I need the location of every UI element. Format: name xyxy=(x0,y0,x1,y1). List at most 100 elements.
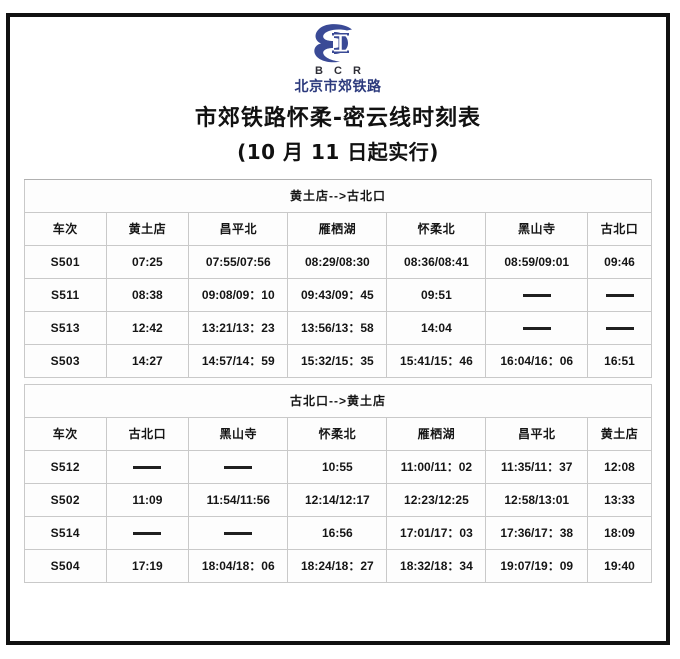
poster-inner: B C R 北京市郊铁路 市郊铁路怀柔-密云线时刻表 (10 月 11 日起实行… xyxy=(10,17,666,641)
column-header-train-no: 车次 xyxy=(24,211,107,246)
schedule-time-cell: 08:29/08:30 xyxy=(287,244,388,279)
schedule-time-cell: 13:56/13：58 xyxy=(287,310,388,345)
column-header-station: 昌平北 xyxy=(485,416,588,451)
schedule-time-cell: 10:55 xyxy=(287,449,388,484)
section-heading-row: 古北口-->黄土店 xyxy=(24,383,652,418)
table-gap xyxy=(25,377,652,384)
timetables: 黄土店-->古北口 车次 黄土店 昌平北 雁栖湖 怀柔北 黑山寺 古北口 S501 07:25 07… xyxy=(18,178,658,583)
no-service-dash-icon xyxy=(522,294,551,298)
column-header-train-no: 车次 xyxy=(24,416,107,451)
page-subtitle: (10 月 11 日起实行) xyxy=(237,139,439,164)
page-title: 市郊铁路怀柔-密云线时刻表 xyxy=(194,106,482,132)
brand-abbreviation: B C R xyxy=(315,65,365,77)
schedule-time-cell: 18:09 xyxy=(587,515,652,550)
no-service-dash-icon xyxy=(224,466,253,470)
schedule-time-cell: 18:04/18：06 xyxy=(188,548,289,583)
table-row: S503 14:27 14:57/14：59 15:32/15：35 15:41/15：… xyxy=(24,343,652,378)
schedule-time-cell: 14:04 xyxy=(386,310,487,345)
schedule-time-cell: 08:36/08:41 xyxy=(386,244,487,279)
train-number-cell: S511 xyxy=(24,277,107,312)
schedule-time-cell: 14:27 xyxy=(105,343,190,378)
no-service-dash-icon xyxy=(133,532,162,536)
no-service-dash-icon xyxy=(605,294,634,298)
column-header-station: 黄土店 xyxy=(587,416,652,451)
schedule-time-cell: 07:55/07:56 xyxy=(188,244,289,279)
no-service-dash-icon xyxy=(605,327,634,331)
schedule-time-cell: 16:51 xyxy=(587,343,652,378)
column-header-station: 昌平北 xyxy=(188,211,289,246)
column-header-row: 车次 古北口 黑山寺 怀柔北 雁栖湖 昌平北 黄土店 xyxy=(24,416,652,451)
brand-name-cn: 北京市郊铁路 xyxy=(294,79,382,95)
no-service-dash-icon xyxy=(522,327,551,331)
train-number-cell: S514 xyxy=(24,515,107,550)
no-service-cell xyxy=(188,515,289,550)
schedule-time-cell: 14:57/14：59 xyxy=(188,343,289,378)
schedule-time-cell: 12:42 xyxy=(105,310,190,345)
no-service-dash-icon xyxy=(133,466,162,470)
bcr-railway-logo-icon xyxy=(314,24,352,63)
column-header-station: 古北口 xyxy=(587,211,652,246)
train-number-cell: S504 xyxy=(24,548,107,583)
schedule-time-cell: 13:21/13：23 xyxy=(188,310,289,345)
section-heading-row: 黄土店-->古北口 xyxy=(24,178,652,213)
column-header-station: 古北口 xyxy=(105,416,190,451)
no-service-dash-icon xyxy=(224,532,253,536)
schedule-time-cell: 19:40 xyxy=(587,548,652,583)
schedule-time-cell: 17:19 xyxy=(105,548,190,583)
schedule-time-cell: 12:08 xyxy=(587,449,652,484)
schedule-time-cell: 15:32/15：35 xyxy=(287,343,388,378)
no-service-cell xyxy=(587,310,652,345)
schedule-time-cell: 18:24/18：27 xyxy=(287,548,388,583)
column-header-station: 雁栖湖 xyxy=(287,211,388,246)
table-row: S504 17:19 18:04/18：06 18:24/18：27 18:32/18：… xyxy=(24,548,652,583)
no-service-cell xyxy=(485,310,588,345)
table-gap-row xyxy=(25,377,652,384)
schedule-time-cell: 13:33 xyxy=(587,482,652,517)
schedule-time-cell: 09:46 xyxy=(587,244,652,279)
schedule-time-cell: 09:08/09：10 xyxy=(188,277,289,312)
schedule-time-cell: 18:32/18：34 xyxy=(386,548,487,583)
table-row: S502 11:09 11:54/11:56 12:14/12:17 12:23/12:… xyxy=(24,482,652,517)
column-header-station: 雁栖湖 xyxy=(386,416,487,451)
no-service-cell xyxy=(188,449,289,484)
no-service-cell xyxy=(105,515,190,550)
table-row: S513 12:42 13:21/13：23 13:56/13：58 14:04 xyxy=(24,310,652,345)
column-header-station: 黑山寺 xyxy=(485,211,588,246)
timetable: 黄土店-->古北口 车次 黄土店 昌平北 雁栖湖 怀柔北 黑山寺 古北口 S501 07:25 07… xyxy=(24,178,652,583)
table-row: S511 08:38 09:08/09：10 09:43/09：45 09:51 xyxy=(24,277,652,312)
schedule-time-cell: 16:04/16：06 xyxy=(485,343,588,378)
schedule-time-cell: 12:23/12:25 xyxy=(386,482,487,517)
schedule-time-cell: 11:09 xyxy=(105,482,190,517)
table-row: S514 16:56 17:01/17：03 17:36/17：38 18:09 xyxy=(24,515,652,550)
schedule-time-cell: 09:51 xyxy=(386,277,487,312)
schedule-time-cell: 12:14/12:17 xyxy=(287,482,388,517)
title-block: 市郊铁路怀柔-密云线时刻表 (10 月 11 日起实行) xyxy=(18,105,658,165)
schedule-time-cell: 15:41/15：46 xyxy=(386,343,487,378)
schedule-time-cell: 17:36/17：38 xyxy=(485,515,588,550)
column-header-station: 黑山寺 xyxy=(188,416,289,451)
column-header-station: 怀柔北 xyxy=(287,416,388,451)
column-header-station: 怀柔北 xyxy=(386,211,487,246)
section-heading: 黄土店-->古北口 xyxy=(24,178,652,213)
schedule-time-cell: 11:00/11：02 xyxy=(386,449,487,484)
schedule-time-cell: 07:25 xyxy=(105,244,190,279)
schedule-time-cell: 19:07/19：09 xyxy=(485,548,588,583)
no-service-cell xyxy=(485,277,588,312)
train-number-cell: S503 xyxy=(24,343,107,378)
column-header-station: 黄土店 xyxy=(105,211,190,246)
train-number-cell: S513 xyxy=(24,310,107,345)
no-service-cell xyxy=(587,277,652,312)
poster-frame: B C R 北京市郊铁路 市郊铁路怀柔-密云线时刻表 (10 月 11 日起实行… xyxy=(6,13,670,645)
brand-masthead: B C R 北京市郊铁路 xyxy=(18,17,658,95)
schedule-time-cell: 08:59/09:01 xyxy=(485,244,588,279)
schedule-time-cell: 11:35/11：37 xyxy=(485,449,588,484)
schedule-time-cell: 09:43/09：45 xyxy=(287,277,388,312)
schedule-time-cell: 08:38 xyxy=(105,277,190,312)
train-number-cell: S512 xyxy=(24,449,107,484)
schedule-time-cell: 16:56 xyxy=(287,515,388,550)
column-header-row: 车次 黄土店 昌平北 雁栖湖 怀柔北 黑山寺 古北口 xyxy=(24,211,652,246)
train-number-cell: S501 xyxy=(24,244,107,279)
timetable-body: 黄土店-->古北口 车次 黄土店 昌平北 雁栖湖 怀柔北 黑山寺 古北口 S501 07:25 07… xyxy=(24,178,652,583)
section-heading: 古北口-->黄土店 xyxy=(24,383,652,418)
schedule-time-cell: 12:58/13:01 xyxy=(485,482,588,517)
